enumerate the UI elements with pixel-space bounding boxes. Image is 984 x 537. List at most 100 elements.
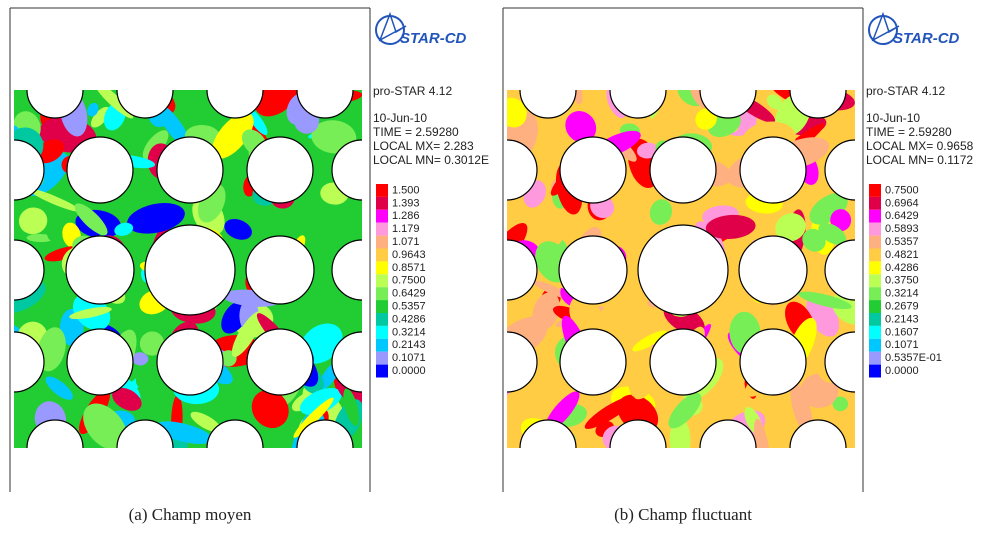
tube	[789, 419, 847, 448]
legend-swatch	[376, 287, 388, 301]
legend-label: 0.0000	[392, 365, 426, 377]
tube	[637, 224, 729, 316]
field-blob	[231, 311, 263, 357]
field-blob	[766, 94, 783, 110]
tube	[66, 328, 134, 396]
field-blob	[830, 209, 852, 232]
contour-field	[14, 90, 362, 448]
legend-swatch	[869, 248, 881, 262]
field-blob	[293, 397, 334, 438]
field-blob	[94, 90, 134, 119]
legend-swatch	[376, 261, 388, 275]
logo-text: STAR-CD	[893, 30, 960, 47]
tube	[649, 328, 717, 396]
tube	[558, 235, 628, 305]
field-blob	[83, 403, 128, 448]
tube	[824, 239, 855, 301]
legend-label: 0.8571	[392, 262, 426, 274]
field-blob	[695, 108, 717, 130]
legend-swatch	[376, 325, 388, 339]
legend-label: 0.6429	[885, 210, 919, 222]
legend-label: 1.286	[392, 210, 420, 222]
legend-label: 0.4821	[885, 249, 919, 261]
legend-swatch	[869, 325, 881, 339]
legend-swatch	[869, 313, 881, 326]
time: TIME = 2.59280	[866, 125, 952, 139]
legend-swatch	[869, 287, 881, 301]
tube	[246, 136, 314, 204]
legend-label: 0.5357	[392, 301, 426, 313]
legend-swatch	[376, 235, 388, 249]
tube	[649, 136, 717, 204]
time: TIME = 2.59280	[373, 125, 459, 139]
tube	[296, 419, 354, 448]
legend-swatch	[376, 196, 388, 210]
legend-swatch	[376, 274, 388, 288]
field-blob	[112, 387, 142, 411]
legend-label: 0.0000	[885, 365, 919, 377]
tube	[245, 235, 315, 305]
field-blob	[669, 417, 691, 448]
field-blob	[154, 421, 213, 444]
legend-label: 0.5893	[885, 223, 919, 235]
field-blob	[818, 222, 847, 245]
field-blob	[649, 199, 673, 225]
legend-label: 0.7500	[885, 184, 919, 196]
field-blob	[45, 376, 73, 400]
tube	[144, 224, 236, 316]
field-blob	[532, 292, 560, 331]
tube	[738, 235, 808, 305]
tube	[609, 90, 667, 119]
field-blob	[668, 392, 702, 429]
logo-icon	[378, 11, 407, 42]
legend-label: 0.1071	[885, 339, 919, 351]
field-blob	[87, 102, 99, 117]
legend-swatch	[376, 209, 388, 223]
logo-icon	[871, 11, 900, 42]
field-blob	[753, 418, 771, 448]
legend-label: 1.071	[392, 236, 420, 248]
field-blob	[114, 222, 134, 236]
field-blob	[299, 387, 342, 415]
field-blob	[507, 97, 527, 128]
legend-label: 0.3750	[885, 275, 919, 287]
legend-label: 0.1607	[885, 326, 919, 338]
field-blob	[569, 295, 603, 336]
tube	[824, 139, 855, 201]
field-blob	[565, 111, 597, 143]
legend-label: 0.2143	[392, 339, 426, 351]
tube	[65, 235, 135, 305]
legend-label: 0.5357E-01	[885, 352, 942, 364]
field-blob	[69, 306, 112, 320]
field-blob	[127, 203, 185, 234]
legend-swatch	[869, 196, 881, 210]
tube	[296, 90, 354, 119]
tube	[14, 331, 45, 393]
tube	[26, 90, 84, 119]
field-blob	[18, 207, 48, 235]
legend-swatch	[869, 235, 881, 249]
field-blob	[343, 388, 360, 426]
legend-swatch	[376, 184, 388, 197]
field-blob	[212, 112, 254, 159]
legend-swatch	[869, 364, 881, 378]
tube	[699, 90, 757, 119]
field-blob	[832, 396, 849, 412]
field-blob	[156, 103, 190, 148]
legend-label: 0.9643	[392, 249, 426, 261]
tube	[519, 90, 577, 119]
tube	[331, 331, 362, 393]
tube	[739, 328, 807, 396]
tube	[789, 90, 847, 119]
legend-label: 0.3214	[885, 288, 919, 300]
tube	[739, 136, 807, 204]
legend-swatch	[869, 184, 881, 197]
tube	[206, 419, 264, 448]
field-blob	[28, 188, 81, 212]
legend-swatch	[376, 351, 388, 365]
legend-swatch	[376, 338, 388, 352]
tube	[14, 139, 45, 201]
tube	[26, 419, 84, 448]
